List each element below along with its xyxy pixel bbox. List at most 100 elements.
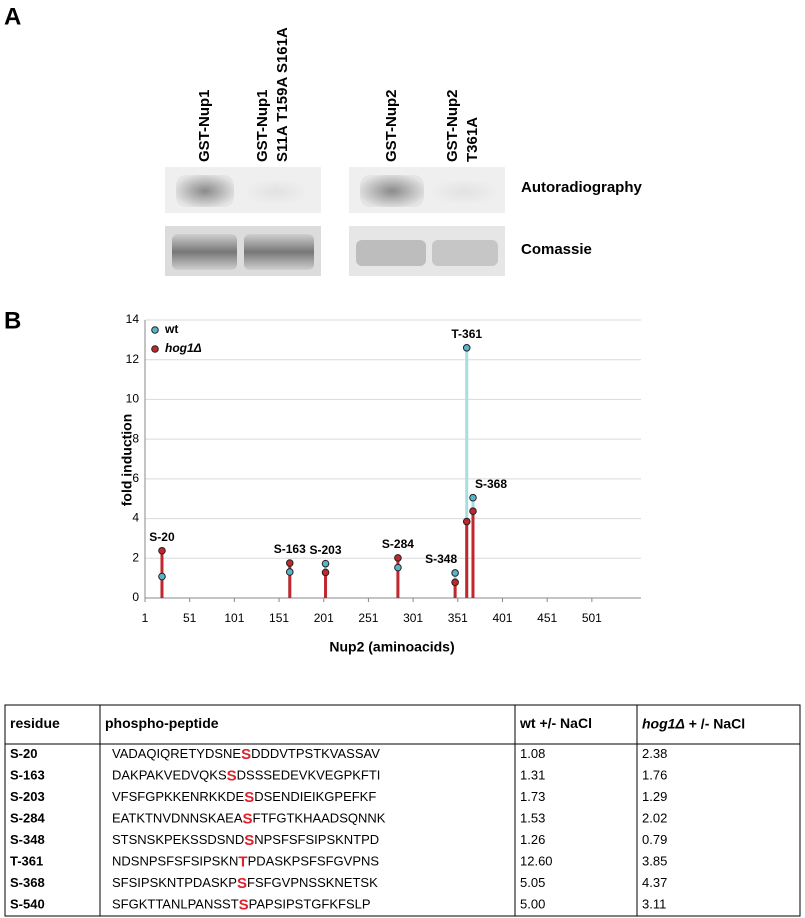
gel-band xyxy=(360,175,424,207)
peptide: VADAQIQRETYDSNESDDDVTPSTKVASSAV xyxy=(112,746,380,763)
table-cell: 1.76 xyxy=(642,768,667,783)
gel-band xyxy=(356,240,426,266)
gel-band xyxy=(432,240,498,266)
table-cell: 3.85 xyxy=(642,854,667,869)
row-label: Comassie xyxy=(521,241,592,258)
peptide-part: SFSIPSKNTPDASKP xyxy=(112,875,237,890)
phospho-site: S xyxy=(237,875,247,892)
x-tick-label: 51 xyxy=(183,611,197,625)
peptide-part: FTFGTKHAADSQNNK xyxy=(253,811,386,826)
table-cell: 2.02 xyxy=(642,811,667,826)
peptide-part: STSNSKPEKSSDSND xyxy=(112,832,244,847)
phospho-site: S xyxy=(244,789,254,806)
phospho-site: T xyxy=(238,853,247,870)
legend-marker xyxy=(151,345,159,353)
phospho-site: S xyxy=(241,746,251,763)
point xyxy=(451,569,459,577)
peptide-part: PDASKPSFSFGVPNS xyxy=(248,854,380,869)
legend-label: wt xyxy=(164,322,178,336)
point xyxy=(285,559,294,567)
y-tick-label: 8 xyxy=(132,431,139,445)
table-header: residue xyxy=(10,715,60,731)
table-cell: 1.73 xyxy=(520,789,545,804)
residue: S-20 xyxy=(10,746,37,761)
x-tick-label: 351 xyxy=(448,611,468,625)
x-tick-label: 251 xyxy=(358,611,378,625)
peptide-part: DAKPAKVEDVQKS xyxy=(112,768,227,783)
point xyxy=(394,563,402,572)
y-tick-label: 14 xyxy=(126,312,140,326)
x-tick-label: 201 xyxy=(314,611,334,625)
residue: S-368 xyxy=(10,875,45,890)
gel-band xyxy=(244,234,314,270)
table-header: hog1Δ + /- NaCl xyxy=(642,715,745,731)
header-part: hog1Δ xyxy=(642,715,685,731)
peptide-part: DSSSEDEVKVEGPKFTI xyxy=(237,768,381,783)
x-tick-label: 501 xyxy=(582,611,602,625)
peptide: SFGKTTANLPANSSTSPAPSIPSTGFKFSLP xyxy=(112,896,371,913)
peptide: STSNSKPEKSSDSNDSNPSFSFSIPSKNTPD xyxy=(112,832,379,849)
x-tick-label: 101 xyxy=(224,611,244,625)
gel-images xyxy=(165,167,505,276)
peptide-part: PAPSIPSTGFKFSLP xyxy=(249,897,371,912)
panel-label: A xyxy=(4,3,21,30)
lane-label: S11A T159A S161A xyxy=(274,27,291,162)
table-header: phospho-peptide xyxy=(105,715,219,731)
legend-label: hog1Δ xyxy=(165,341,202,355)
panel-label: B xyxy=(4,307,21,334)
peptide-part: DDDVTPSTKVASSAV xyxy=(251,746,380,761)
phospho-site: S xyxy=(243,810,253,827)
point xyxy=(462,517,471,526)
gel-band xyxy=(246,180,306,204)
peptide-part: VADAQIQRETYDSNE xyxy=(112,746,241,761)
peptide-part: SFGKTTANLPANSST xyxy=(112,897,239,912)
table-cell: 1.31 xyxy=(520,768,545,783)
point-label: S-284 xyxy=(382,537,414,551)
lane-label: GST-Nup1 xyxy=(196,89,213,162)
residue: S-348 xyxy=(10,832,45,847)
table-cell: 4.37 xyxy=(642,875,667,890)
table-cell: 1.53 xyxy=(520,811,545,826)
y-tick-label: 2 xyxy=(132,550,139,564)
y-tick-label: 0 xyxy=(132,590,139,604)
residue: S-163 xyxy=(10,768,45,783)
y-tick-label: 10 xyxy=(126,392,140,406)
lane-label: T361A xyxy=(464,117,481,162)
gel-band xyxy=(176,175,234,207)
peptide-part: EATKTNVDNNSKAEA xyxy=(112,811,243,826)
table-cell: 1.08 xyxy=(520,746,545,761)
x-tick-label: 151 xyxy=(269,611,289,625)
x-tick-label: 401 xyxy=(492,611,512,625)
peptide: VFSFGPKKENRKKDESDSENDIEIKGPEFKF xyxy=(112,789,376,806)
point-label: T-361 xyxy=(451,327,482,341)
phospho-site: S xyxy=(227,767,237,784)
table-border xyxy=(4,704,801,917)
point xyxy=(462,344,471,352)
point-label: S-20 xyxy=(149,530,175,544)
legend-marker xyxy=(151,326,159,334)
point-label: S-203 xyxy=(310,543,342,557)
point xyxy=(321,568,330,577)
table-cell: 2.38 xyxy=(642,746,667,761)
y-tick-label: 6 xyxy=(132,471,139,485)
y-tick-label: 12 xyxy=(126,352,140,366)
row-label: Autoradiography xyxy=(521,179,642,196)
peptide-part: VFSFGPKKENRKKDE xyxy=(112,789,245,804)
peptide: SFSIPSKNTPDASKPSFSFGVPNSSKNETSK xyxy=(112,875,378,892)
x-axis-title: Nup2 (aminoacids) xyxy=(329,639,454,655)
point xyxy=(158,572,166,581)
table-cell: 0.79 xyxy=(642,832,667,847)
x-tick-label: 451 xyxy=(537,611,557,625)
y-axis-title: fold induction xyxy=(119,414,135,507)
point-label: S-368 xyxy=(475,477,507,491)
residue: T-361 xyxy=(10,854,43,869)
point-label: S-163 xyxy=(274,542,306,556)
peptide-part: DSENDIEIKGPEFKF xyxy=(254,789,376,804)
peptide: NDSNPSFSFSIPSKNTPDASKPSFSFGVPNS xyxy=(112,853,379,870)
peptide-part: NDSNPSFSFSIPSKN xyxy=(112,854,238,869)
point-label: S-348 xyxy=(425,552,457,566)
x-tick-label: 1 xyxy=(142,611,149,625)
point xyxy=(285,568,294,576)
peptide-part: FSFGVPNSSKNETSK xyxy=(247,875,378,890)
